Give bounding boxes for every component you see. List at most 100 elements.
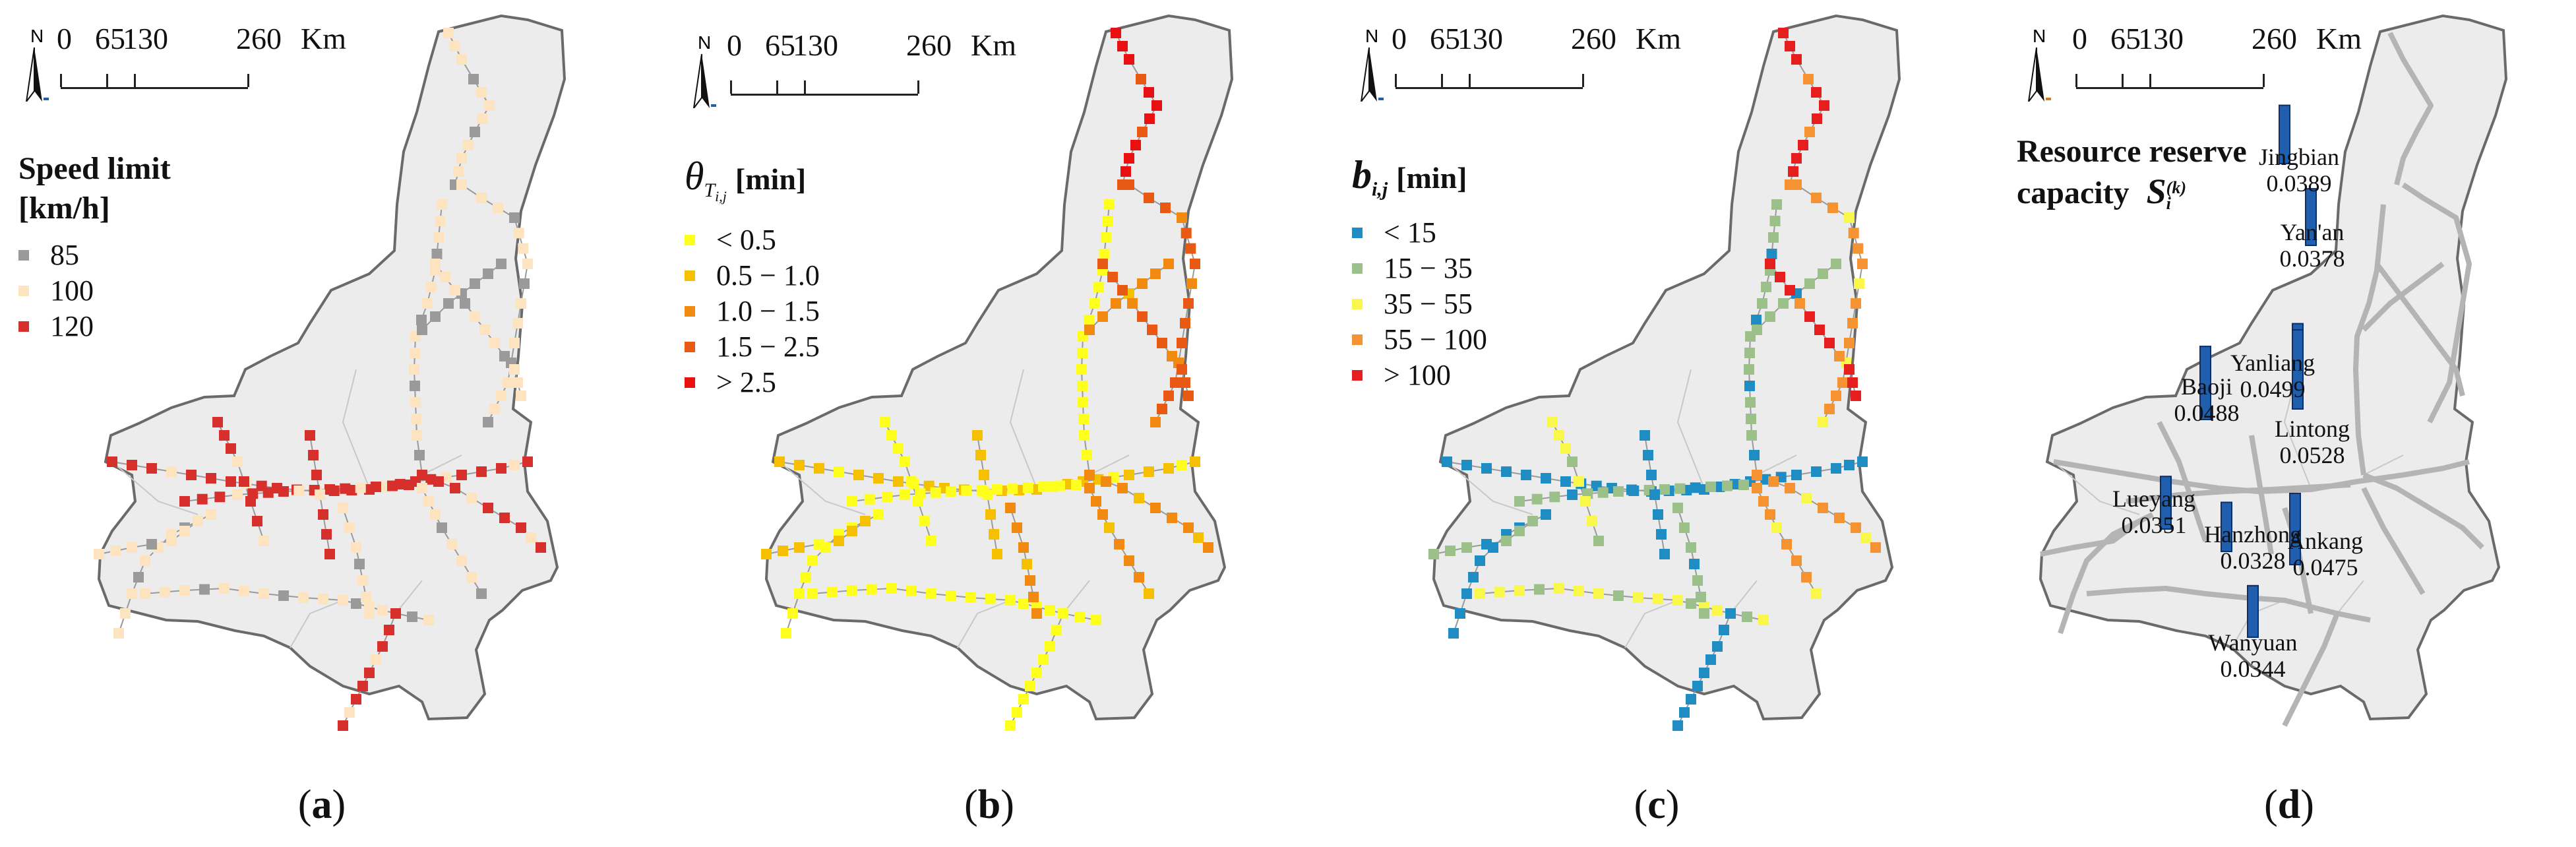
road-point (1857, 259, 1868, 269)
road-point (1203, 542, 1213, 553)
road-point (1045, 605, 1055, 615)
road-point (489, 404, 500, 414)
road-point (893, 443, 904, 454)
road-point (1160, 203, 1171, 213)
road-point (1679, 522, 1690, 533)
road-point (1686, 542, 1696, 553)
road-point (1791, 153, 1802, 164)
road-point (1804, 278, 1815, 289)
road-point (456, 153, 467, 164)
road (2157, 421, 2208, 542)
road-point (1124, 555, 1134, 566)
road-point (1853, 243, 1864, 254)
road-point (503, 377, 513, 388)
road-point (456, 179, 467, 190)
road-point (1745, 397, 1756, 408)
road-point (468, 74, 479, 84)
road-point (807, 588, 818, 599)
road-point (435, 216, 446, 226)
road-point (834, 536, 844, 546)
road-point (1031, 668, 1042, 678)
road-point (1186, 278, 1197, 289)
scale-bar: 0 65 130 260 Km (57, 24, 346, 96)
road-point (1190, 456, 1200, 467)
legend-item: 55 − 100 (1352, 322, 1487, 358)
road-point (526, 532, 536, 543)
road-point (1177, 212, 1187, 223)
legend-swatch (1352, 334, 1363, 346)
legend-swatch (1352, 299, 1363, 310)
legend-item: 85 (18, 237, 171, 273)
legend-item: 35 − 55 (1352, 286, 1487, 322)
road-point (1541, 473, 1551, 484)
scale-unit: Km (301, 22, 346, 55)
road-point (426, 282, 437, 292)
road-point (814, 539, 824, 549)
road-point (433, 232, 444, 243)
road-point (794, 460, 805, 470)
province-outline (1432, 14, 1901, 721)
road-point (1803, 74, 1814, 84)
road-point (1593, 536, 1604, 546)
scale-tick-label: 0 (1392, 22, 1407, 55)
panel-label: (a) (297, 782, 346, 827)
panel-a: N 0 65 130 260 Km Speed limit [km/h] 85 100 12… (0, 0, 644, 847)
road-point (1091, 615, 1101, 625)
road-points (94, 28, 546, 731)
legend-swatch (1352, 228, 1363, 239)
scale-tick-label: 0 (57, 22, 72, 55)
road-point (1785, 285, 1795, 296)
scale-bar: 0 65 130 260 Km (1392, 22, 1681, 96)
road-point (1111, 28, 1121, 38)
city-name: Yanliang (2230, 350, 2315, 376)
legend-label: > 2.5 (716, 366, 776, 399)
road (2401, 182, 2472, 424)
road-point (409, 364, 419, 375)
road-point (278, 590, 289, 601)
road-point (1831, 259, 1841, 269)
road-point (110, 546, 121, 556)
road-point (1076, 364, 1087, 375)
road-point (1712, 605, 1723, 615)
road-point (1689, 559, 1700, 569)
road-point (1705, 654, 1716, 665)
road-point (338, 503, 348, 513)
road-point (919, 516, 930, 526)
road-point (1091, 496, 1101, 507)
road-point (305, 430, 315, 441)
road-point (1794, 298, 1805, 309)
legend-swatch (685, 342, 695, 353)
road-point (1180, 377, 1190, 388)
north-arrow: N (1349, 22, 1389, 102)
road-point (867, 584, 877, 595)
road-point (245, 496, 256, 507)
road-point (761, 549, 772, 559)
legend-unit: [km/h] (18, 191, 110, 226)
road-point (94, 549, 104, 559)
road-point (1722, 480, 1733, 491)
district-boundaries (1446, 369, 1797, 648)
road-point (1785, 41, 1795, 51)
road-point (252, 516, 262, 526)
road-point (1758, 615, 1769, 625)
capacity-bar (2221, 501, 2232, 552)
road-point (834, 466, 844, 477)
road-point (1018, 598, 1029, 609)
city-name: Yan'an (2280, 219, 2345, 245)
road-point (1640, 430, 1650, 441)
road-point (1117, 483, 1128, 493)
capacity-bar (2160, 476, 2172, 530)
road-point (1824, 338, 1835, 348)
legend-d: Resource reserve capacity S (k) i (2017, 132, 2247, 213)
road-point (423, 496, 434, 507)
road-point (410, 397, 421, 408)
road-point (321, 529, 332, 540)
road-point (1150, 503, 1161, 513)
legend-unit: [min] (735, 162, 807, 196)
road-point (1847, 318, 1858, 329)
road-point (1649, 489, 1660, 500)
scale-tick-label: 0 (727, 28, 742, 62)
legend-swatch (685, 270, 695, 282)
road-point (1819, 100, 1829, 111)
road-point (456, 555, 467, 566)
